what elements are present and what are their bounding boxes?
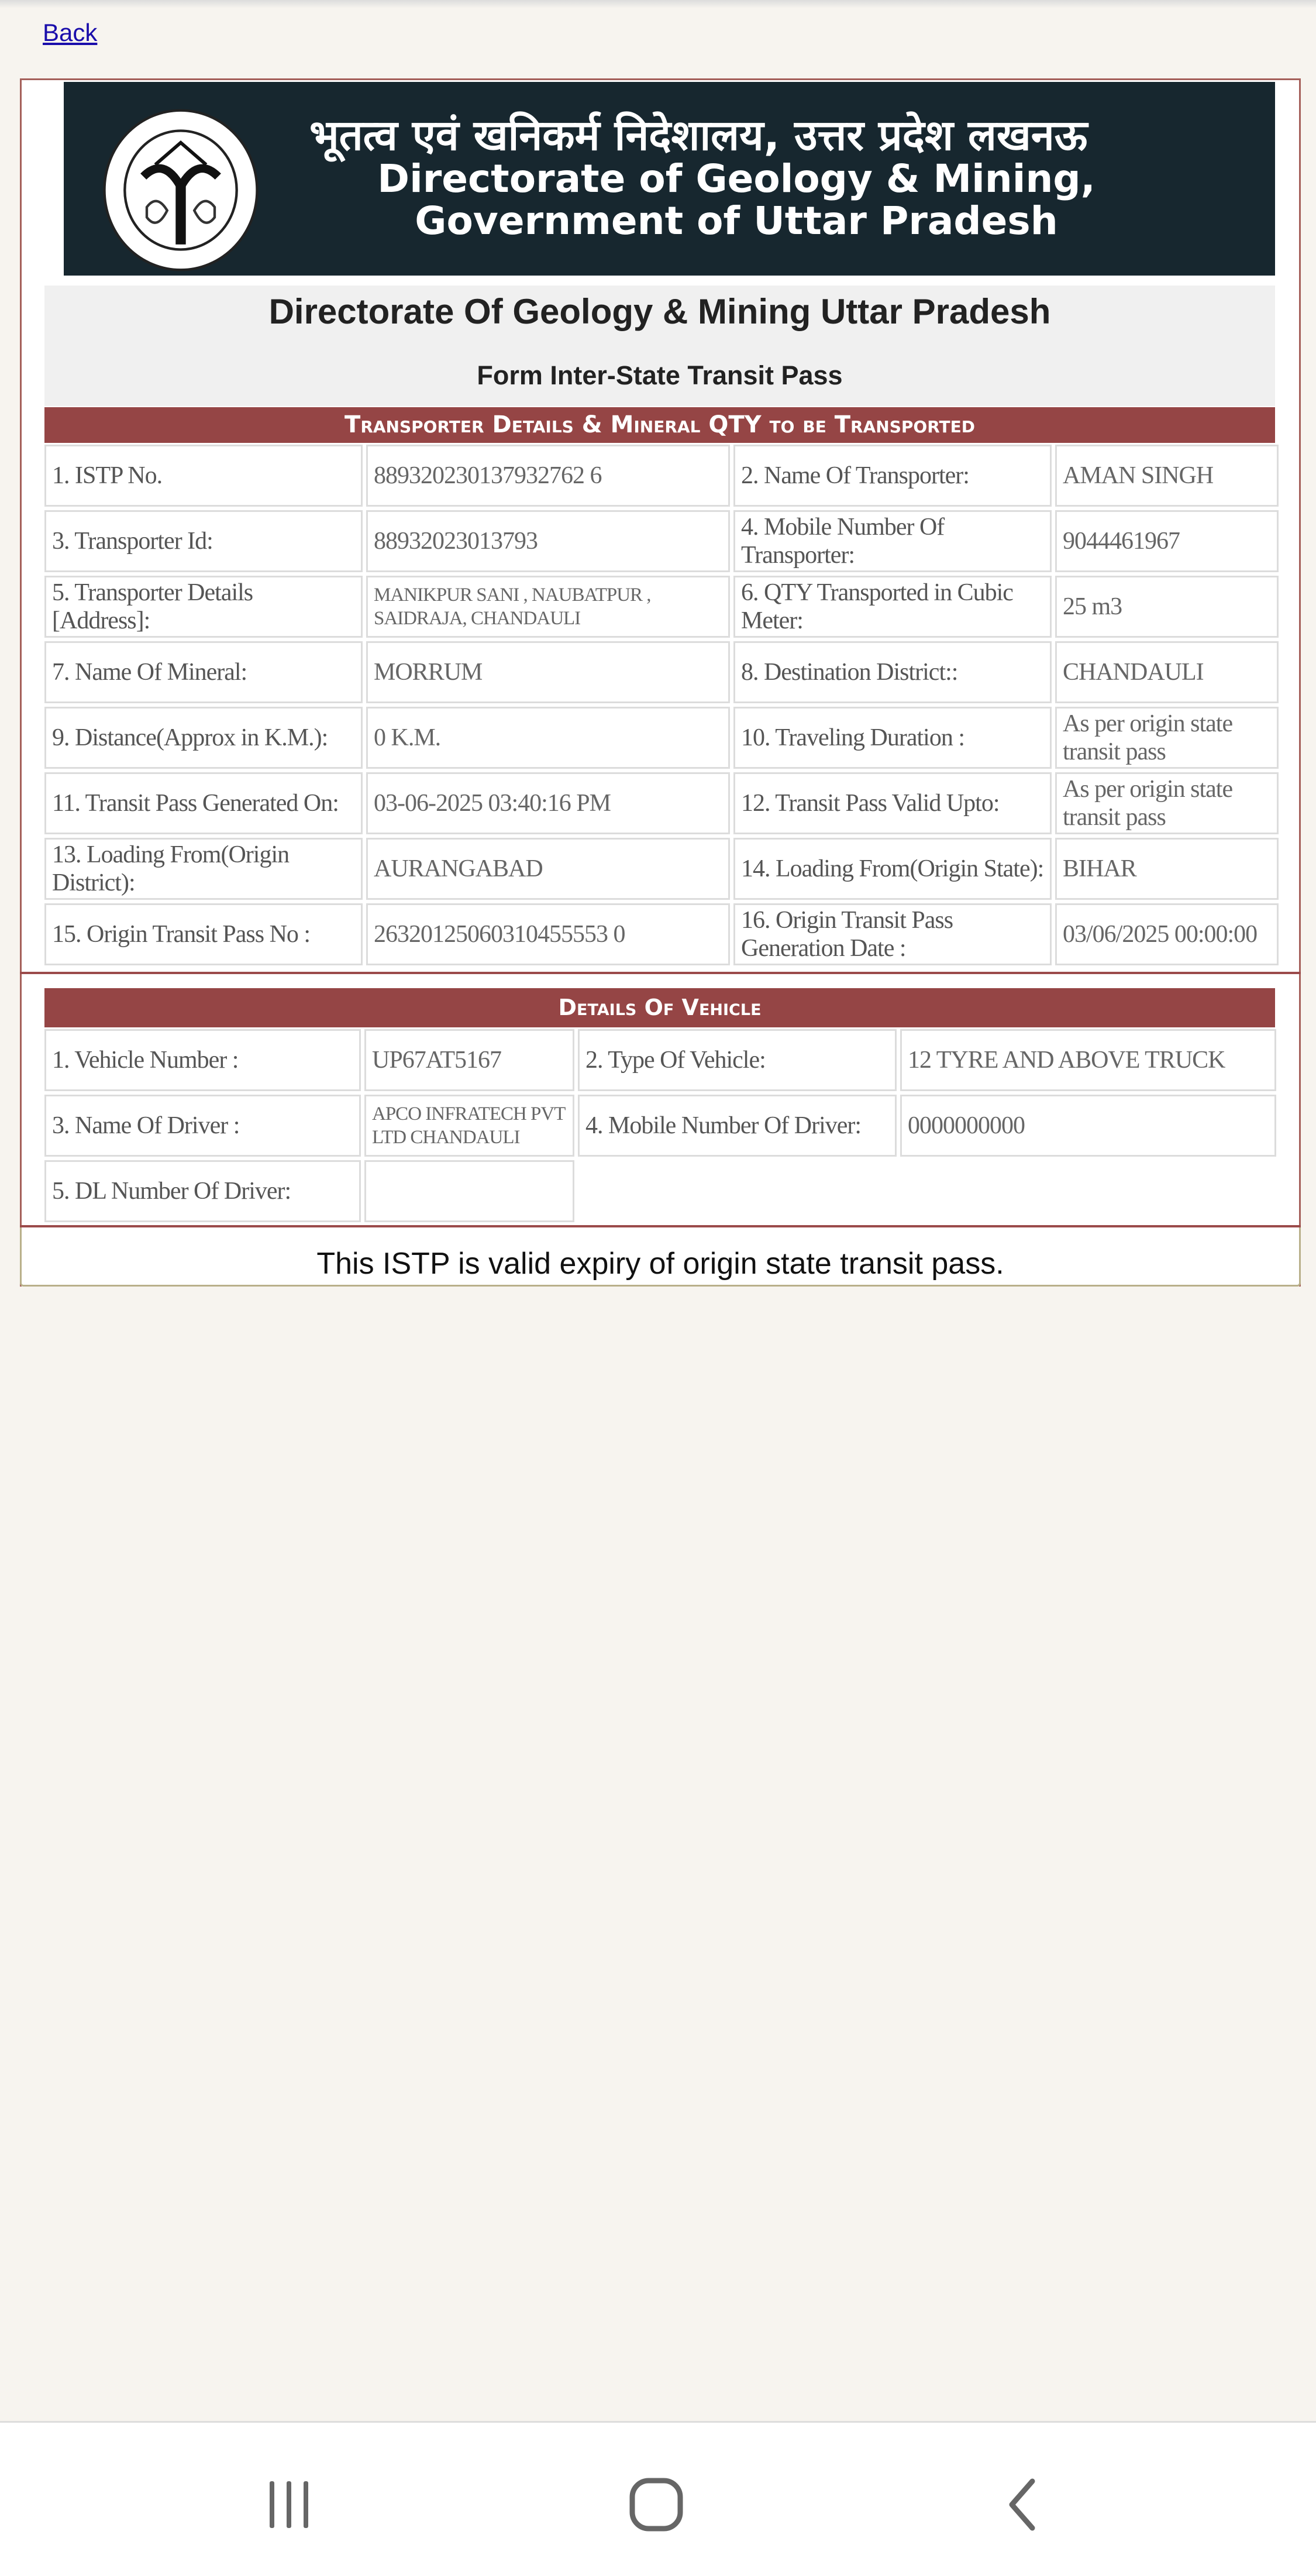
field-value: 26320125060310455553 0 bbox=[366, 903, 730, 965]
transporter-section-header: Transporter Details & Mineral QTY to be … bbox=[44, 407, 1275, 443]
transit-pass-card-footer bbox=[20, 1226, 1301, 1287]
field-label: 1. ISTP No. bbox=[44, 445, 363, 507]
field-value: 0 K.M. bbox=[366, 707, 730, 769]
field-value: As per origin state transit pass bbox=[1055, 707, 1279, 769]
transporter-details-table: 1. ISTP No. 889320230137932762 6 2. Name O… bbox=[44, 445, 1279, 965]
field-value: 25 m3 bbox=[1055, 576, 1279, 638]
up-government-emblem-icon bbox=[103, 109, 259, 271]
field-value: MANIKPUR SANI , NAUBATPUR , SAIDRAJA, CH… bbox=[366, 576, 730, 638]
field-label: 15. Origin Transit Pass No : bbox=[44, 903, 363, 965]
field-label: 10. Traveling Duration : bbox=[733, 707, 1052, 769]
field-value: AMAN SINGH bbox=[1055, 445, 1279, 507]
field-value: 03-06-2025 03:40:16 PM bbox=[366, 772, 730, 834]
field-label: 4. Mobile Number Of Driver: bbox=[578, 1095, 897, 1157]
field-label: 5. DL Number Of Driver: bbox=[44, 1160, 361, 1222]
field-value: APCO INFRATECH PVT LTD CHANDAULI bbox=[364, 1095, 574, 1157]
field-label: 9. Distance(Approx in K.M.): bbox=[44, 707, 363, 769]
field-value: BIHAR bbox=[1055, 838, 1279, 900]
field-label: 11. Transit Pass Generated On: bbox=[44, 772, 363, 834]
field-label: 16. Origin Transit Pass Generation Date … bbox=[733, 903, 1052, 965]
back-icon[interactable] bbox=[991, 2472, 1056, 2537]
form-subtitle: Form Inter-State Transit Pass bbox=[477, 360, 843, 390]
field-label: 2. Name Of Transporter: bbox=[733, 445, 1052, 507]
banner-english-title: Directorate of Geology & Mining, Governm… bbox=[356, 158, 1117, 242]
field-label: 14. Loading From(Origin State): bbox=[733, 838, 1052, 900]
field-label: 3. Transporter Id: bbox=[44, 510, 363, 572]
field-label: 8. Destination District:: bbox=[733, 641, 1052, 703]
back-link[interactable]: Back bbox=[43, 19, 98, 46]
field-value: UP67AT5167 bbox=[364, 1029, 574, 1091]
field-label: 13. Loading From(Origin District): bbox=[44, 838, 363, 900]
android-navigation-bar bbox=[0, 2421, 1316, 2576]
section-divider bbox=[20, 972, 1301, 974]
title-box: Directorate Of Geology & Mining Uttar Pr… bbox=[44, 286, 1275, 406]
field-label: 1. Vehicle Number : bbox=[44, 1029, 361, 1091]
field-value: 0000000000 bbox=[900, 1095, 1276, 1157]
field-value: MORRUM bbox=[366, 641, 730, 703]
field-value bbox=[364, 1160, 574, 1222]
banner-hindi-title: भूतत्व एवं खनिकर्म निदेशालय, उत्तर प्रदे… bbox=[309, 111, 1088, 160]
field-value: CHANDAULI bbox=[1055, 641, 1279, 703]
page-title: Directorate Of Geology & Mining Uttar Pr… bbox=[268, 292, 1051, 331]
field-value: 88932023013793 bbox=[366, 510, 730, 572]
home-icon[interactable] bbox=[624, 2472, 688, 2537]
banner-line-2: Government of Uttar Pradesh bbox=[415, 198, 1058, 243]
recent-apps-icon[interactable] bbox=[257, 2472, 321, 2537]
field-value: 9044461967 bbox=[1055, 510, 1279, 572]
banner-line-1: Directorate of Geology & Mining, bbox=[377, 156, 1095, 201]
section-divider-bottom bbox=[20, 1225, 1301, 1227]
field-label: 12. Transit Pass Valid Upto: bbox=[733, 772, 1052, 834]
vehicle-section-header: Details Of Vehicle bbox=[44, 988, 1275, 1027]
field-label: 2. Type Of Vehicle: bbox=[578, 1029, 897, 1091]
field-label: 7. Name Of Mineral: bbox=[44, 641, 363, 703]
field-value: AURANGABAD bbox=[366, 838, 730, 900]
directorate-banner: भूतत्व एवं खनिकर्म निदेशालय, उत्तर प्रदे… bbox=[64, 82, 1275, 276]
vehicle-details-table: 1. Vehicle Number : UP67AT5167 2. Type Of … bbox=[44, 1029, 1276, 1222]
field-label: 4. Mobile Number Of Transporter: bbox=[733, 510, 1052, 572]
field-value: 12 TYRE AND ABOVE TRUCK bbox=[900, 1029, 1276, 1091]
field-value: As per origin state transit pass bbox=[1055, 772, 1279, 834]
field-value: 03/06/2025 00:00:00 bbox=[1055, 903, 1279, 965]
field-label: 3. Name Of Driver : bbox=[44, 1095, 361, 1157]
validity-note: This ISTP is valid expiry of origin stat… bbox=[316, 1247, 1004, 1281]
field-label: 6. QTY Transported in Cubic Meter: bbox=[733, 576, 1052, 638]
field-label: 5. Transporter Details [Address]: bbox=[44, 576, 363, 638]
field-value: 889320230137932762 6 bbox=[366, 445, 730, 507]
status-shadow bbox=[0, 0, 1316, 8]
